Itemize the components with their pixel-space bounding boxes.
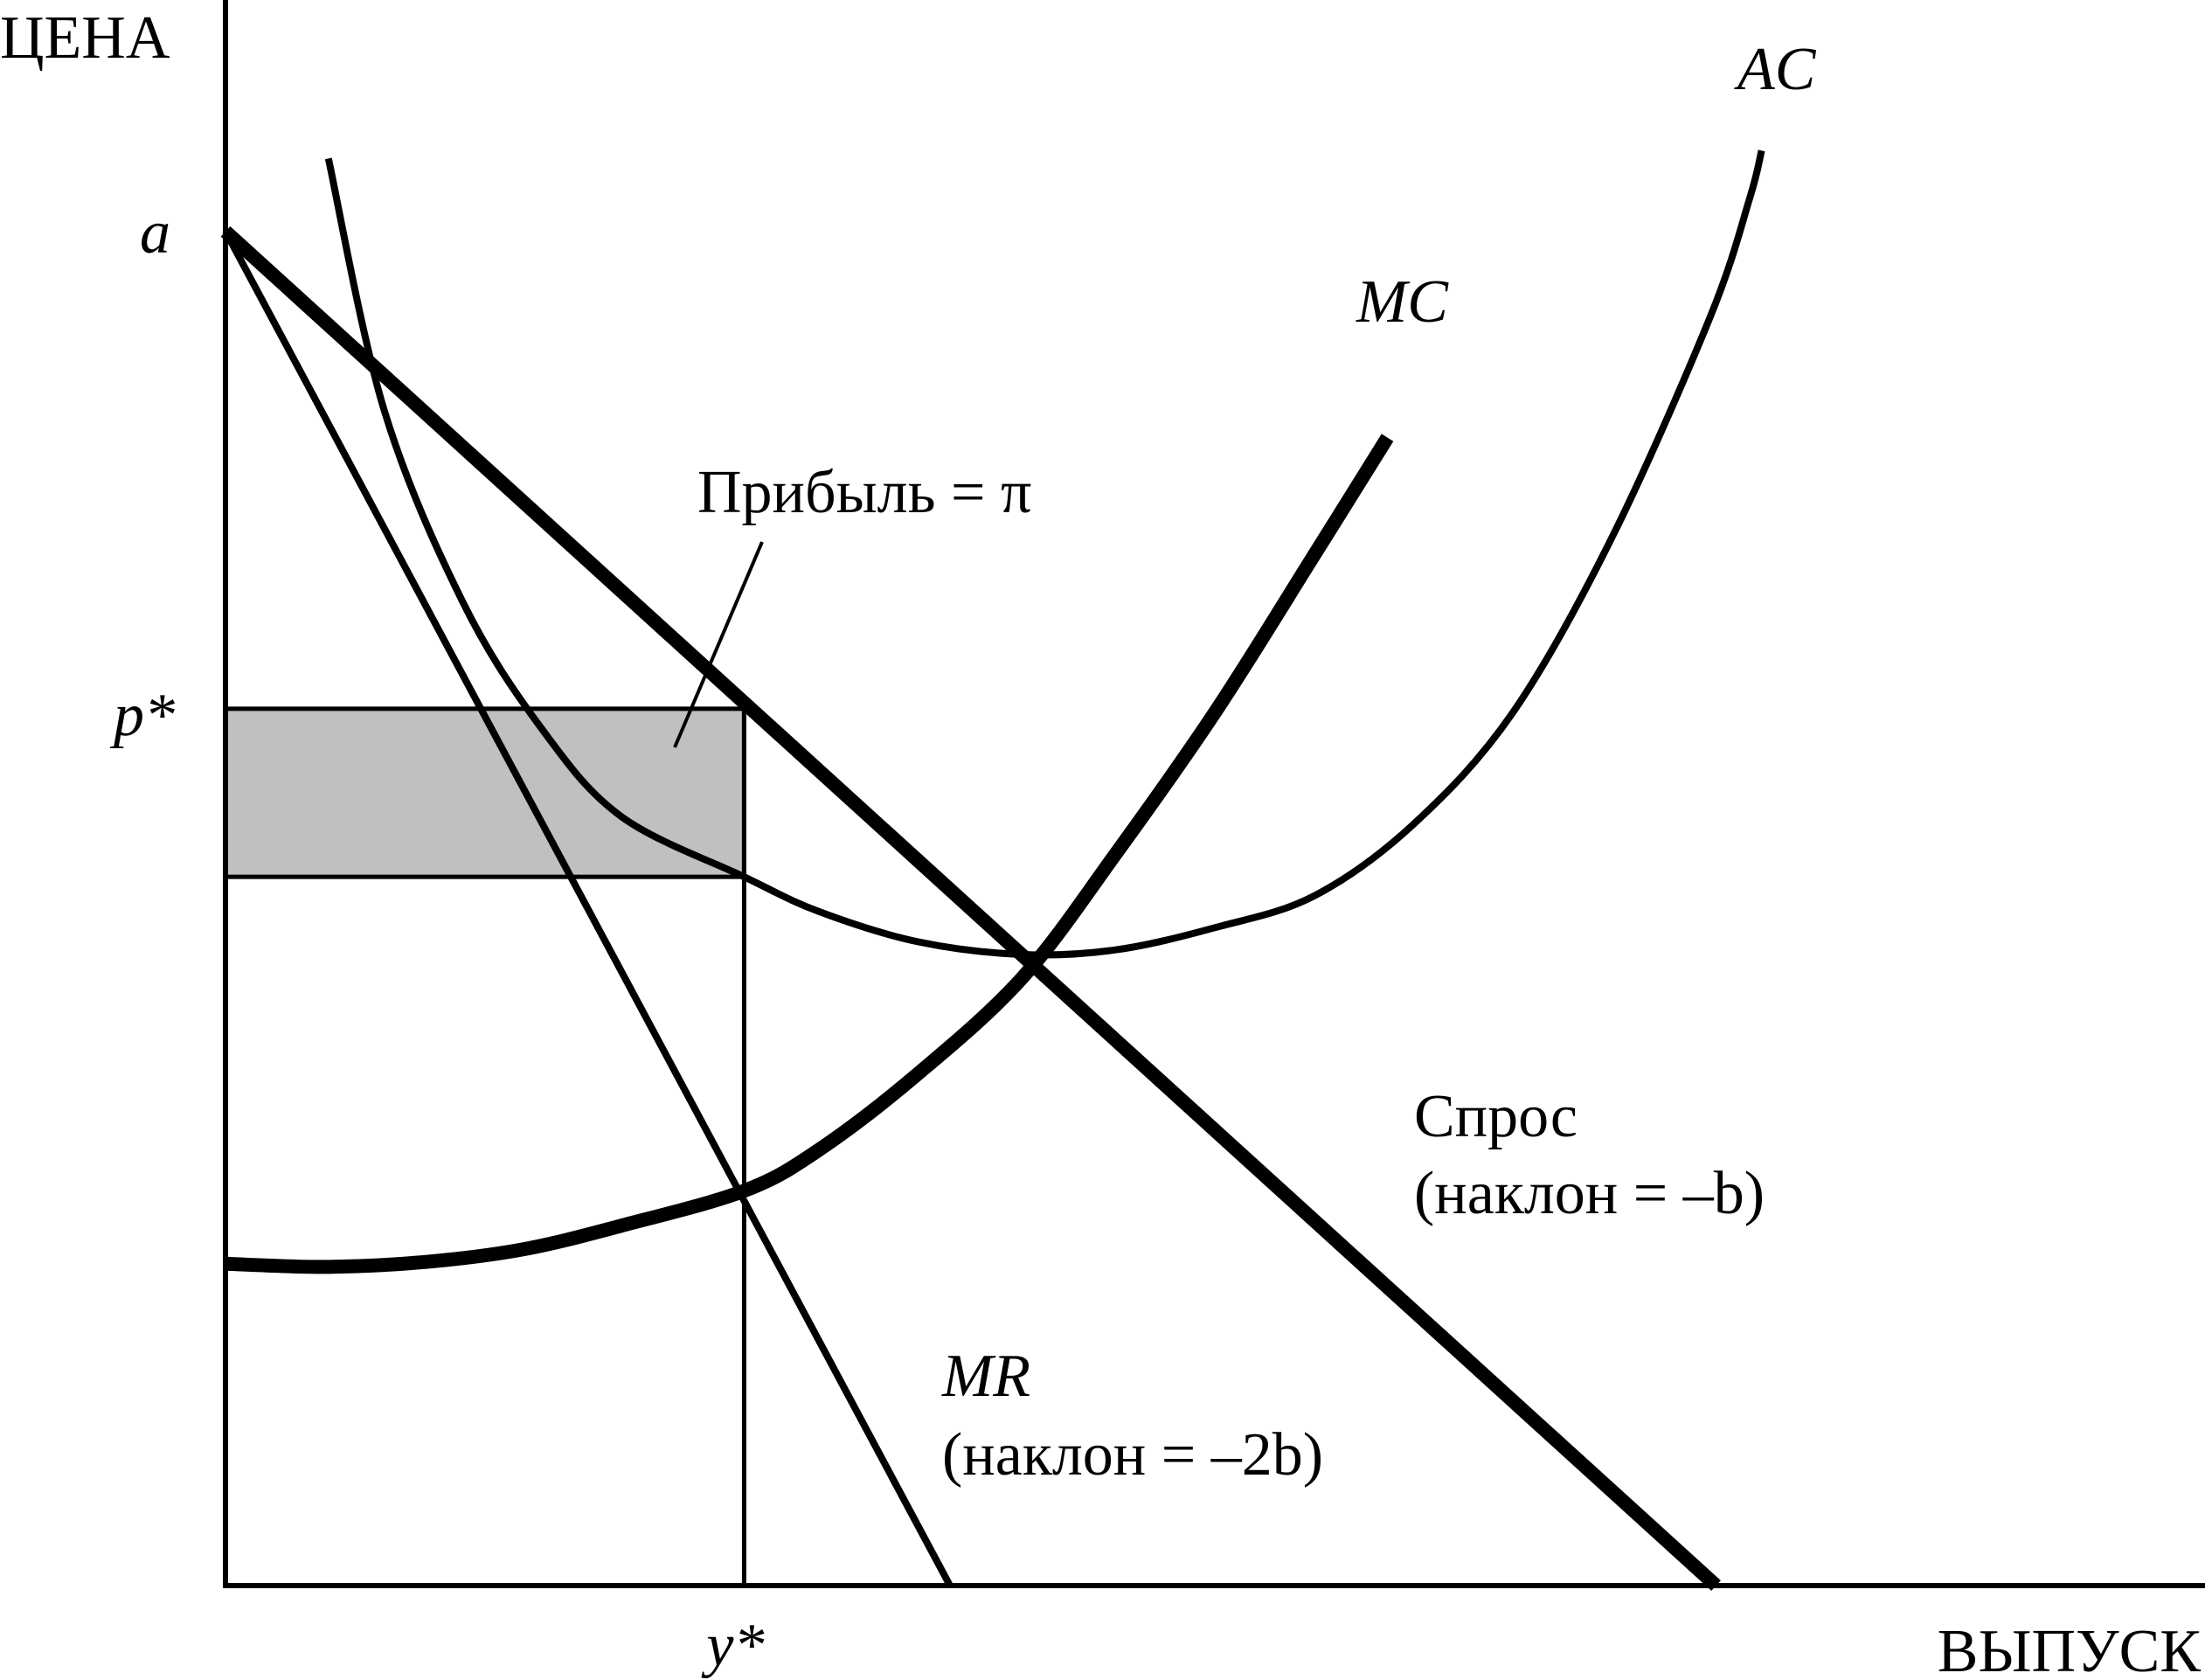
- y-axis-label: ЦЕНА: [0, 4, 170, 72]
- demand-slope-label: (наклон = –b): [1414, 1160, 1765, 1227]
- mc-curve: [225, 434, 1394, 1274]
- mr-label: MR: [941, 1343, 1030, 1410]
- mr-curve: [222, 229, 953, 1587]
- tick-label-p-star: p*: [109, 682, 175, 749]
- profit-region: [223, 706, 746, 879]
- mc-label: MC: [1356, 268, 1449, 336]
- demand-curve: [220, 226, 1721, 1591]
- profit-pointer-line: [673, 541, 764, 748]
- tick-label-a: a: [140, 199, 170, 267]
- x-axis-label: ВЫПУСК: [1938, 1618, 2202, 1680]
- ac-label: AC: [1734, 36, 1817, 103]
- tick-label-y-star: y*: [701, 1612, 764, 1679]
- profit-label: Прибыль = π: [697, 459, 1031, 526]
- demand-label: Спрос: [1414, 1083, 1577, 1150]
- mr-slope-label: (наклон = –2b): [942, 1421, 1323, 1489]
